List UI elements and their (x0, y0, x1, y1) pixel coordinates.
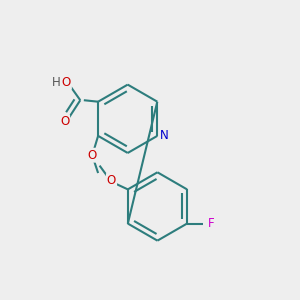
Text: O: O (88, 149, 97, 162)
Text: O: O (107, 174, 116, 187)
Text: O: O (62, 76, 71, 89)
Text: F: F (208, 217, 215, 230)
Text: H: H (52, 76, 61, 89)
Text: O: O (60, 116, 69, 128)
Text: N: N (160, 129, 169, 142)
